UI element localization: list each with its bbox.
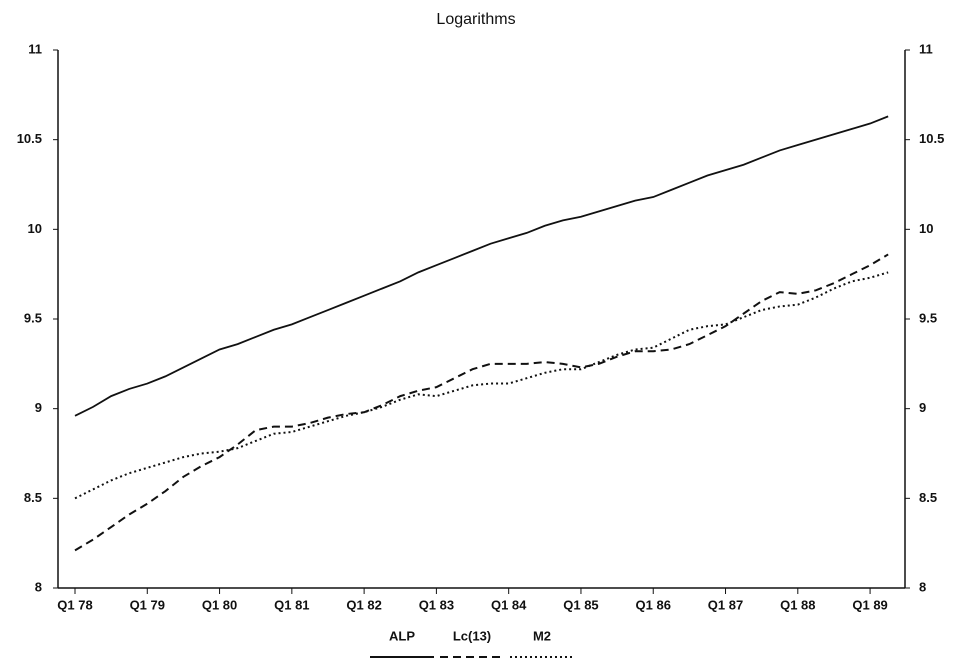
- y2-tick-label: 8.5: [919, 490, 937, 505]
- x-tick-label: Q1 82: [346, 597, 381, 612]
- x-tick-label: Q1 79: [130, 597, 165, 612]
- y2-tick-label: 9.5: [919, 310, 937, 325]
- y2-tick-label: 10.5: [919, 131, 944, 146]
- y2-tick-label: 9: [919, 400, 926, 415]
- x-tick-label: Q1 83: [419, 597, 454, 612]
- legend-label: Lc(13): [453, 628, 491, 643]
- y-tick-label: 8: [35, 579, 42, 594]
- x-tick-label: Q1 81: [274, 597, 309, 612]
- x-tick-label: Q1 88: [780, 597, 815, 612]
- x-tick-label: Q1 89: [852, 597, 887, 612]
- series-line: [74, 115, 889, 417]
- y-tick-label: 11: [28, 41, 42, 56]
- x-tick-label: Q1 80: [202, 597, 237, 612]
- series-line: [74, 253, 889, 552]
- x-tick-label: Q1 86: [636, 597, 671, 612]
- series-line: [74, 271, 889, 500]
- x-tick-label: Q1 87: [708, 597, 743, 612]
- y-tick-label: 8.5: [24, 490, 42, 505]
- y-tick-label: 9: [35, 400, 42, 415]
- x-tick-label: Q1 84: [491, 597, 527, 612]
- y2-tick-label: 8: [919, 579, 926, 594]
- y2-tick-label: 11: [919, 41, 933, 56]
- x-tick-label: Q1 78: [57, 597, 92, 612]
- legend-label: ALP: [389, 628, 415, 643]
- y-tick-label: 9.5: [24, 310, 42, 325]
- chart-title: Logarithms: [436, 11, 515, 28]
- y-tick-label: 10: [28, 221, 42, 236]
- y2-tick-label: 10: [919, 221, 933, 236]
- y-tick-label: 10.5: [17, 131, 42, 146]
- x-tick-label: Q1 85: [563, 597, 598, 612]
- legend-label: M2: [533, 628, 551, 643]
